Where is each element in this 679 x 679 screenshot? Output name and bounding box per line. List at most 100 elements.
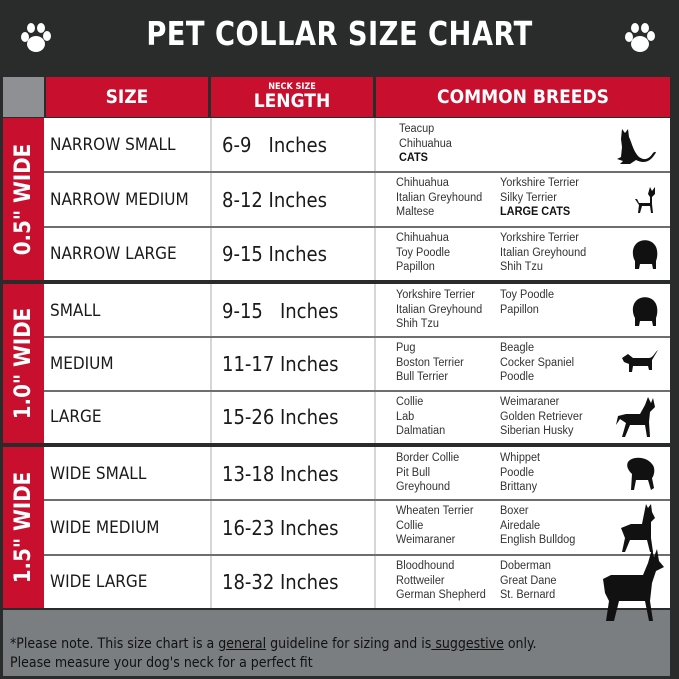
shepherd-dog-icon: [614, 395, 660, 443]
pitbull-icon: [616, 502, 660, 558]
header-size: SIZE: [46, 77, 208, 117]
header-breeds-label: COMMON BREEDS: [437, 85, 609, 108]
column-divider: [210, 227, 212, 280]
breed-name: Beagle: [500, 342, 535, 354]
breed-list: Whippet Poodle Brittany: [500, 451, 540, 495]
breed-list: Beagle Cocker Spaniel Poodle: [500, 341, 574, 385]
breed-name: Wheaten Terrier: [396, 505, 474, 517]
breed-name: Bull Terrier: [396, 371, 449, 383]
neck-length: 9-15 Inches: [222, 241, 327, 266]
neck-length: 15-26 Inches: [222, 405, 339, 429]
table-row: MEDIUM 11-17 Inches Pug Boston Terrier Bul…: [44, 337, 670, 391]
breed-list: Weimaraner Golden Retriever Siberian Husky: [500, 395, 583, 439]
row-divider: [44, 226, 670, 228]
breed-name: Papillon: [396, 261, 435, 273]
breed-name: Toy Poodle: [500, 289, 555, 301]
column-divider: [374, 337, 376, 391]
breed-name: Yorkshire Terrier: [500, 232, 579, 244]
footer-text: guideline for sizing and is: [266, 636, 432, 652]
neck-length: 9-15 Inches: [222, 298, 339, 323]
column-divider: [374, 447, 376, 500]
breed-name: Italian Greyhound: [396, 191, 483, 204]
column-divider: [210, 284, 212, 337]
breed-name: Weimaraner: [500, 396, 560, 408]
breed-name: Siberian Husky: [500, 425, 574, 437]
breed-list: Toy Poodle Papillon: [500, 288, 554, 317]
column-divider: [374, 500, 376, 555]
breed-list: Border Collie Pit Bull Greyhound: [396, 451, 459, 495]
breed-name: Dalmatian: [396, 425, 446, 437]
size-name: SMALL: [50, 300, 101, 321]
page-title: PET COLLAR SIZE CHART: [146, 14, 533, 53]
column-divider: [210, 172, 212, 227]
table-row: LARGE 15-26 Inches Collie Lab Dalmatian We…: [44, 391, 670, 443]
column-divider: [374, 284, 376, 337]
neck-length: 18-32 Inches: [222, 569, 339, 594]
neck-length: 11-17 Inches: [222, 352, 339, 376]
column-divider: [210, 555, 212, 608]
paw-icon: [21, 23, 51, 52]
column-divider: [210, 337, 212, 391]
size-name: NARROW MEDIUM: [50, 189, 189, 210]
footer-emphasis: general: [218, 636, 267, 652]
fluffy-dog-icon: [630, 238, 660, 274]
breed-name: Maltese: [396, 206, 435, 218]
breed-name: Yorkshire Terrier: [396, 289, 475, 301]
size-name: MEDIUM: [50, 354, 114, 374]
table-row: WIDE LARGE 18-32 Inches Bloodhound Rottwe…: [44, 549, 670, 621]
group-width-label: 1.0" WIDE: [11, 307, 37, 420]
row-divider: [44, 499, 670, 501]
breed-name: English Bulldog: [500, 534, 576, 546]
row-divider: [44, 390, 670, 392]
breed-list: Doberman Great Dane St. Bernard: [500, 559, 556, 603]
breed-list: Chihuahua Italian Greyhound Maltese: [396, 176, 482, 220]
paw-icon: [625, 23, 655, 52]
breed-name: Weimaraner: [396, 534, 456, 546]
column-divider: [374, 172, 376, 227]
breed-name: Whippet: [500, 452, 541, 464]
breed-name: Chihuahua: [396, 177, 449, 189]
table-row: SMALL 9-15 Inches Yorkshire Terrier Itali…: [44, 284, 670, 337]
neck-length: 8-12 Inches: [222, 187, 327, 212]
footer-text: *Please note. This size chart is a: [10, 636, 219, 652]
chihuahua-icon: [630, 185, 660, 219]
group-label: 1.0" WIDE: [3, 284, 44, 443]
breed-name: German Shepherd: [396, 589, 486, 601]
neck-length: 13-18 Inches: [222, 461, 339, 486]
group-width-label: 1.5" WIDE: [11, 471, 37, 584]
breed-list: Teacup Chihuahua CATS: [399, 122, 452, 166]
column-divider: [374, 118, 376, 172]
breed-name: Papillon: [500, 303, 539, 316]
breed-name: Silky Terrier: [500, 191, 557, 204]
breed-name: Chihuahua: [396, 232, 449, 244]
size-name: NARROW LARGE: [50, 243, 177, 264]
breed-name: Great Dane: [500, 574, 557, 587]
bulldog-icon: [624, 456, 660, 496]
breed-list: Chihuahua Toy Poodle Papillon: [396, 231, 450, 275]
breed-list: Yorkshire Terrier Italian Greyhound Shih T…: [500, 231, 586, 275]
header-corner: [3, 77, 44, 117]
breed-name: Border Collie: [396, 452, 460, 464]
column-divider: [210, 500, 212, 555]
column-divider: [374, 555, 376, 608]
column-divider: [210, 391, 212, 443]
group-label: 0.5" WIDE: [3, 118, 44, 280]
breed-list: Yorkshire Terrier Italian Greyhound Shih T…: [396, 288, 482, 332]
breed-list: Pug Boston Terrier Bull Terrier: [396, 341, 464, 385]
neck-length: 6-9 Inches: [222, 133, 327, 157]
breed-name: Shih Tzu: [396, 318, 439, 330]
column-divider: [210, 447, 212, 500]
breed-name: LARGE CATS: [500, 206, 571, 218]
table-row: WIDE SMALL 13-18 Inches Border Collie Pit…: [44, 447, 670, 500]
breed-name: Rottweiler: [396, 574, 445, 587]
breed-name: Brittany: [500, 481, 538, 493]
column-divider: [374, 227, 376, 280]
breed-name: Poodle: [500, 466, 535, 479]
doberman-icon: [600, 547, 666, 629]
footer-line-1: *Please note. This size chart is a gener…: [10, 636, 536, 652]
breed-name: Lab: [396, 410, 415, 423]
breed-list: Wheaten Terrier Collie Weimaraner: [396, 504, 474, 548]
dachshund-icon: [620, 350, 660, 382]
row-divider: [44, 554, 670, 556]
footer-line-2: Please measure your dog's neck for a per…: [10, 655, 313, 671]
